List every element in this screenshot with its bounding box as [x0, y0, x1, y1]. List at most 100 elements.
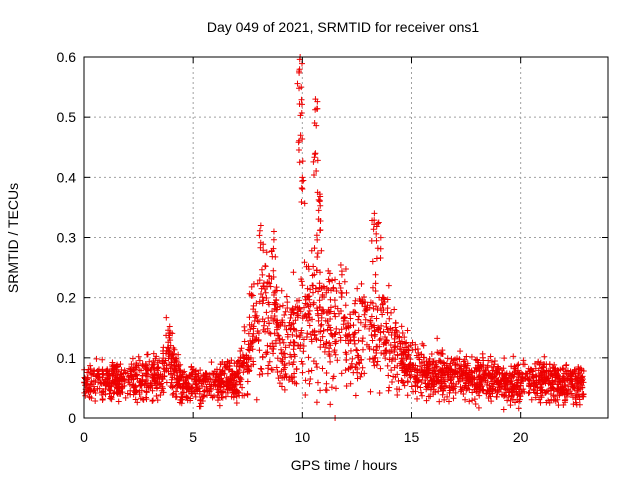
data-point — [299, 360, 306, 367]
data-point — [438, 380, 445, 387]
data-point — [296, 306, 303, 313]
data-point — [228, 357, 235, 364]
data-point — [256, 232, 263, 239]
data-point — [399, 329, 406, 336]
data-point — [325, 267, 332, 274]
data-point — [274, 355, 281, 362]
data-point — [489, 387, 496, 394]
data-point — [317, 337, 324, 344]
data-point — [491, 373, 498, 380]
data-point — [167, 365, 174, 372]
data-point — [473, 385, 480, 392]
data-point — [386, 350, 393, 357]
data-point — [550, 397, 557, 404]
data-point — [410, 362, 417, 369]
data-point — [232, 372, 239, 379]
data-point — [355, 316, 362, 323]
data-point — [469, 389, 476, 396]
data-point — [555, 402, 562, 409]
data-point — [290, 310, 297, 317]
data-point — [198, 394, 205, 401]
data-point — [400, 379, 407, 386]
data-point — [535, 359, 542, 366]
data-point — [403, 339, 410, 346]
data-point — [186, 372, 193, 379]
data-point — [362, 321, 369, 328]
data-point — [117, 390, 124, 397]
data-point — [249, 346, 256, 353]
data-point — [109, 372, 116, 379]
data-point — [539, 369, 546, 376]
data-point — [235, 373, 242, 380]
data-point — [457, 348, 464, 355]
data-point — [372, 287, 379, 294]
data-point — [243, 352, 250, 359]
data-point — [313, 167, 320, 174]
data-point — [351, 330, 358, 337]
data-point — [86, 394, 93, 401]
data-point — [165, 347, 172, 354]
data-point — [383, 347, 390, 354]
data-point — [418, 358, 425, 365]
data-point — [326, 353, 333, 360]
data-point — [336, 310, 343, 317]
data-point — [217, 384, 224, 391]
data-point — [568, 390, 575, 397]
data-point — [494, 365, 501, 372]
data-point — [548, 396, 555, 403]
data-point — [391, 364, 398, 371]
data-point — [373, 223, 380, 230]
data-point — [452, 389, 459, 396]
data-point — [295, 139, 302, 146]
data-point — [477, 374, 484, 381]
data-point — [358, 280, 365, 287]
data-point — [460, 391, 467, 398]
data-point — [457, 365, 464, 372]
data-point — [313, 336, 320, 343]
data-point — [359, 338, 366, 345]
data-point — [334, 357, 341, 364]
data-point — [312, 150, 319, 157]
data-point — [570, 401, 577, 408]
data-point — [540, 369, 547, 376]
data-point — [526, 389, 533, 396]
data-point — [308, 338, 315, 345]
y-tick-label: 0.3 — [57, 230, 77, 246]
data-point — [299, 158, 306, 165]
data-point — [399, 377, 406, 384]
data-point — [296, 85, 303, 92]
data-point — [139, 362, 146, 369]
data-point — [175, 351, 182, 358]
data-point — [438, 370, 445, 377]
data-point — [386, 384, 393, 391]
data-point — [317, 202, 324, 209]
data-point — [327, 401, 334, 408]
data-point — [109, 365, 116, 372]
data-point — [260, 297, 267, 304]
data-point — [338, 293, 345, 300]
data-point — [345, 332, 352, 339]
data-point — [423, 383, 430, 390]
data-point — [574, 388, 581, 395]
data-point — [102, 391, 109, 398]
data-point — [294, 80, 301, 87]
data-point — [262, 289, 269, 296]
data-point — [479, 386, 486, 393]
data-point — [317, 304, 324, 311]
data-point — [276, 335, 283, 342]
data-point — [375, 326, 382, 333]
data-point — [233, 363, 240, 370]
data-point — [475, 404, 482, 411]
data-point — [394, 351, 401, 358]
data-point — [202, 369, 209, 376]
data-point — [513, 383, 520, 390]
data-point — [377, 335, 384, 342]
data-point — [374, 358, 381, 365]
data-point — [561, 397, 568, 404]
data-point — [337, 337, 344, 344]
data-point — [289, 361, 296, 368]
data-point — [260, 241, 267, 248]
data-point — [532, 372, 539, 379]
data-point — [374, 343, 381, 350]
data-point — [347, 364, 354, 371]
